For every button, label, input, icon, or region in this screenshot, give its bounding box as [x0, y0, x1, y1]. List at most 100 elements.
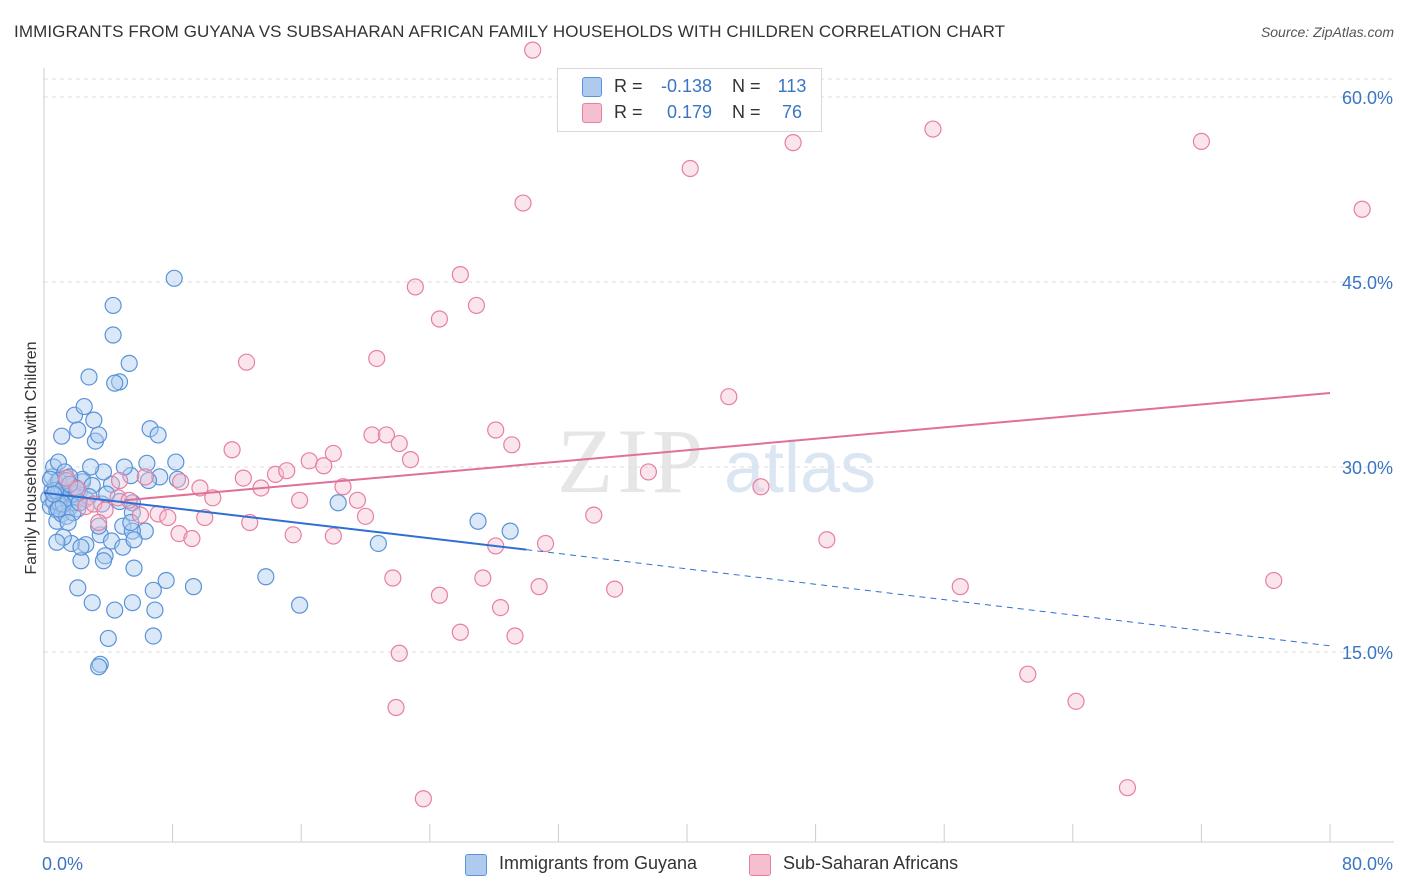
watermark: ZIP atlas: [557, 410, 876, 512]
data-point-subsaharan: [585, 506, 603, 524]
data-point-subsaharan: [414, 790, 432, 808]
data-point-guyana: [125, 559, 143, 577]
data-point-subsaharan: [223, 441, 241, 459]
trend-lines: [43, 392, 1331, 647]
series-guyana-points: [40, 269, 519, 676]
data-point-subsaharan: [401, 451, 420, 469]
n-label: N =: [732, 76, 761, 96]
data-point-guyana: [80, 368, 98, 386]
data-point-subsaharan: [487, 421, 505, 439]
data-point-subsaharan: [474, 569, 492, 587]
data-point-subsaharan: [606, 580, 624, 598]
series-legend: Immigrants from Guyana Sub-Saharan Afric…: [0, 852, 1406, 876]
x-tick-label: 0.0%: [42, 854, 83, 874]
data-point-subsaharan: [784, 134, 802, 152]
data-point-guyana: [146, 601, 164, 619]
data-point-subsaharan: [506, 627, 524, 645]
data-point-subsaharan: [278, 462, 296, 480]
data-point-guyana: [120, 354, 138, 372]
data-point-guyana: [106, 374, 124, 392]
data-point-subsaharan: [514, 194, 532, 212]
data-point-subsaharan: [467, 296, 486, 315]
data-point-guyana: [144, 581, 162, 599]
watermark-zip: ZIP: [557, 410, 707, 512]
data-point-subsaharan: [69, 480, 87, 498]
data-point-guyana: [157, 571, 175, 590]
data-point-subsaharan: [300, 452, 318, 470]
data-point-guyana: [94, 463, 113, 481]
data-point-guyana: [53, 427, 71, 445]
data-point-subsaharan: [90, 513, 108, 532]
data-point-guyana: [90, 517, 108, 535]
data-point-subsaharan: [752, 478, 770, 496]
data-point-subsaharan: [324, 444, 342, 463]
data-point-subsaharan: [503, 436, 521, 454]
data-point-subsaharan: [377, 426, 395, 444]
data-point-subsaharan: [639, 463, 658, 481]
data-point-subsaharan: [131, 506, 150, 524]
trend-line-guyana-extension: [526, 549, 1331, 647]
data-point-subsaharan: [818, 531, 836, 549]
data-point-subsaharan: [234, 469, 252, 487]
data-point-guyana: [77, 536, 95, 554]
data-point-guyana: [138, 454, 156, 472]
y-tick-label: 30.0%: [1342, 458, 1393, 478]
data-point-subsaharan: [204, 489, 222, 507]
data-point-guyana: [82, 458, 100, 476]
data-point-subsaharan: [1265, 571, 1283, 590]
x-tick-label: 80.0%: [1342, 854, 1393, 874]
data-point-guyana: [49, 500, 68, 518]
data-point-guyana: [99, 629, 117, 648]
data-point-guyana: [41, 470, 60, 488]
trend-line-guyana: [43, 491, 527, 551]
tick-labels: 15.0% 30.0% 45.0% 60.0% 0.0% 80.0%: [42, 88, 1393, 874]
data-point-subsaharan: [266, 465, 285, 483]
data-point-subsaharan: [57, 469, 76, 487]
data-point-subsaharan: [159, 508, 177, 527]
data-point-subsaharan: [430, 310, 449, 328]
data-point-guyana: [83, 594, 101, 612]
data-point-guyana: [167, 453, 185, 471]
trend-line-subsaharan: [124, 392, 1331, 502]
data-point-subsaharan: [1192, 132, 1211, 150]
data-point-subsaharan: [334, 478, 352, 496]
data-point-subsaharan: [951, 578, 969, 596]
data-point-guyana: [125, 531, 143, 549]
series-subsaharan-points: [57, 41, 1371, 808]
data-point-guyana: [72, 552, 90, 570]
legend-swatch-blue: [465, 854, 487, 876]
data-point-subsaharan: [491, 598, 510, 617]
data-point-subsaharan: [1067, 692, 1085, 710]
data-point-guyana: [104, 326, 122, 344]
data-point-subsaharan: [170, 524, 188, 543]
data-point-subsaharan: [363, 426, 381, 444]
data-point-guyana: [69, 579, 87, 597]
data-point-subsaharan: [315, 457, 333, 475]
data-point-subsaharan: [406, 278, 424, 296]
data-point-subsaharan: [136, 468, 154, 486]
data-point-subsaharan: [524, 41, 542, 59]
data-point-subsaharan: [430, 586, 449, 604]
data-point-guyana: [329, 494, 347, 512]
data-point-subsaharan: [1019, 665, 1037, 683]
legend-label: Immigrants from Guyana: [499, 853, 698, 873]
data-point-guyana: [501, 522, 519, 540]
data-point-subsaharan: [1353, 200, 1371, 218]
data-point-subsaharan: [183, 529, 201, 548]
data-point-guyana: [184, 578, 203, 596]
data-point-subsaharan: [196, 508, 214, 527]
data-point-guyana: [94, 552, 113, 570]
data-point-subsaharan: [368, 349, 386, 368]
data-point-subsaharan: [924, 120, 942, 138]
data-point-subsaharan: [324, 527, 342, 545]
data-point-guyana: [123, 522, 142, 540]
data-point-guyana: [144, 627, 162, 645]
r-label: R =: [614, 102, 643, 122]
n-value: 113: [777, 76, 807, 96]
data-point-guyana: [69, 421, 87, 439]
data-point-guyana: [104, 296, 122, 315]
data-point-guyana: [151, 468, 169, 486]
data-point-guyana: [106, 601, 124, 619]
data-point-subsaharan: [451, 623, 469, 641]
